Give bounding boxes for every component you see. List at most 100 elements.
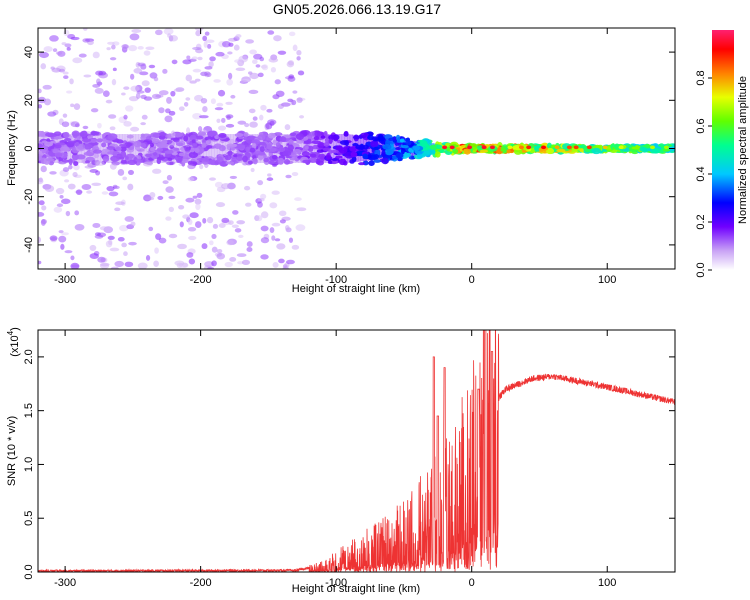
- spectrogram-blob: [255, 215, 263, 222]
- spectrogram-blob: [140, 147, 146, 152]
- spectrogram-blob: [182, 145, 191, 152]
- spectrogram-blob: [155, 29, 163, 36]
- spectrogram-blob: [197, 131, 207, 136]
- spectrogram-blob: [93, 153, 100, 159]
- spectrogram-blob: [292, 44, 298, 52]
- spectrogram-peak: [634, 145, 640, 150]
- spectrogram-blob: [307, 145, 314, 152]
- spectrogram-blob: [227, 51, 233, 55]
- spectrogram-blob: [200, 97, 208, 104]
- spectrogram-marks: [38, 28, 675, 269]
- spectrogram-blob: [177, 157, 183, 163]
- spectrogram-blob: [130, 85, 140, 92]
- spectrogram-blob: [196, 157, 207, 161]
- snr-x-ticks: -300 -200 -100 0 100: [54, 330, 616, 589]
- spectrogram-blob: [194, 28, 204, 32]
- spectrogram-blob: [412, 145, 421, 151]
- spectrogram-blob: [268, 160, 275, 165]
- spectrogram-blob: [224, 261, 233, 268]
- spectrogram-blob: [257, 180, 264, 186]
- spectrogram-blob: [63, 75, 69, 80]
- spectrogram-blob: [188, 258, 196, 265]
- spectrogram-band-cell: [154, 134, 158, 163]
- spectrogram-blob: [40, 63, 47, 70]
- spectrogram-blob: [129, 33, 140, 41]
- spectrogram-blob: [86, 190, 93, 194]
- spectrogram-blob: [187, 163, 196, 170]
- spectrogram-blob: [130, 221, 136, 227]
- spectrogram-blob: [328, 134, 335, 140]
- spectrogram-blob: [400, 147, 406, 155]
- spectrogram-blob: [271, 154, 278, 160]
- spectrogram-blob: [106, 186, 115, 192]
- spectrogram-blob: [72, 57, 83, 64]
- spectrogram-blob: [124, 156, 129, 160]
- spectrogram-blob: [145, 46, 155, 50]
- spectrogram-blob: [75, 189, 83, 195]
- spectrogram-blob: [123, 86, 130, 90]
- spectrogram-blob: [205, 39, 215, 44]
- spectrogram-blob: [54, 152, 63, 158]
- spectrogram-blob: [56, 203, 64, 208]
- spectrogram-blob: [201, 142, 207, 148]
- spectrogram-blob: [114, 260, 124, 268]
- spectrogram-blob: [126, 134, 134, 139]
- spectrogram-blob: [54, 144, 62, 149]
- spectrogram-blob: [146, 135, 153, 141]
- spectrogram-blob: [302, 159, 312, 164]
- spectrogram-blob: [287, 98, 293, 103]
- spectrogram-blob: [249, 72, 259, 80]
- spectrogram-blob: [173, 88, 184, 93]
- spectrogram-blob: [266, 177, 274, 181]
- spectrogram-blob: [72, 172, 78, 178]
- spectrogram-blob: [158, 90, 169, 96]
- spectrogram-band-cell: [103, 134, 107, 163]
- spectrogram-blob: [41, 205, 47, 211]
- spectrogram-blob: [395, 134, 401, 141]
- spectrogram-blob: [349, 159, 355, 164]
- spectrogram-blob: [221, 217, 230, 223]
- spectrogram-blob: [199, 164, 204, 170]
- spectrogram-blob: [194, 147, 200, 154]
- spectrogram-blob: [119, 224, 129, 232]
- spectrogram-blob: [45, 157, 55, 162]
- spectrogram-peak: [507, 145, 513, 150]
- spectrogram-blob: [275, 142, 281, 149]
- spectrogram-blob: [97, 122, 102, 129]
- spectrogram-blob: [301, 151, 310, 157]
- spectrogram-blob: [59, 194, 64, 199]
- spectrogram-blob: [323, 130, 328, 137]
- spectrogram-blob: [66, 47, 71, 51]
- spectrogram-blob: [203, 41, 208, 48]
- spectrogram-blob: [110, 266, 119, 269]
- spectrogram-blob: [169, 35, 178, 42]
- spectrogram-blob: [381, 150, 386, 157]
- spectrogram-blob: [55, 187, 65, 195]
- spectrogram-blob: [230, 146, 236, 151]
- spectrogram-blob: [284, 124, 291, 131]
- spectrogram-blob: [133, 68, 143, 74]
- spectrogram-blob: [287, 60, 294, 66]
- spectrogram-blob: [320, 135, 326, 139]
- spectrogram-blob: [187, 176, 195, 182]
- spectrogram-peak: [489, 145, 495, 150]
- spectrogram-blob: [43, 46, 53, 52]
- spectrogram-blob: [198, 115, 209, 119]
- spectrogram-blob: [246, 241, 253, 248]
- spectrogram-blob: [62, 113, 68, 118]
- spectrogram-blob: [191, 139, 196, 143]
- spectrogram-blob: [67, 140, 77, 144]
- spectrogram-blob: [395, 147, 402, 151]
- spectrogram-blob: [211, 260, 217, 267]
- spectrogram-blob: [252, 158, 258, 165]
- spectrogram-blob: [43, 98, 52, 106]
- spectrogram-blob: [127, 169, 135, 175]
- colorbar-tick-label: 0.0: [695, 262, 707, 277]
- spectrogram-blob: [158, 237, 167, 244]
- spectrogram-blob: [192, 142, 199, 148]
- spectrogram-blob: [106, 146, 116, 150]
- figure-title: GN05.2026.066.13.19.G17: [273, 1, 441, 17]
- spectrogram-blob: [247, 160, 253, 165]
- spectrogram-peak: [449, 145, 455, 150]
- spectrogram-blob: [178, 152, 186, 157]
